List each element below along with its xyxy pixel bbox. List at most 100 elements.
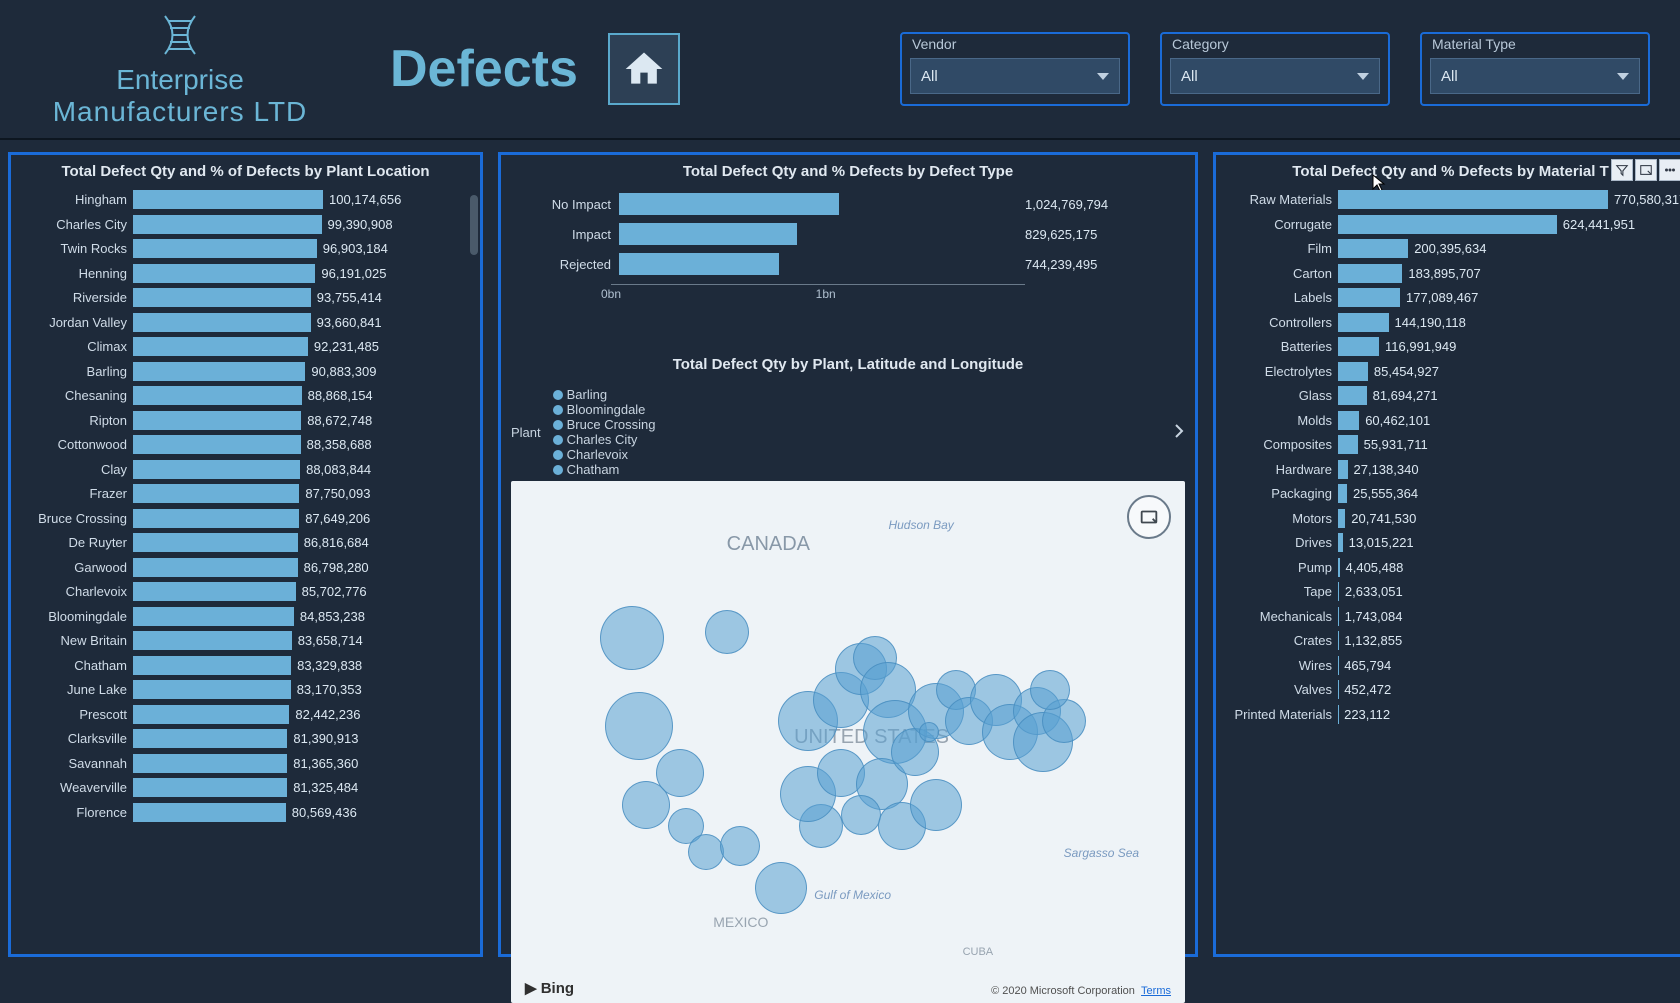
bar-value: 86,816,684	[304, 535, 369, 550]
bar-row[interactable]: Tape 2,633,051	[1224, 582, 1677, 601]
home-button[interactable]	[608, 33, 680, 105]
bar-row[interactable]: Corrugate 624,441,951	[1224, 215, 1677, 234]
plant-bars[interactable]: Hingham 100,174,656 Charles City 99,390,…	[11, 190, 480, 949]
bar-row[interactable]: Drives 13,015,221	[1224, 533, 1677, 552]
bar-row[interactable]: Florence 80,569,436	[19, 803, 472, 822]
map-canvas[interactable]: ▶ Bing © 2020 Microsoft Corporation Term…	[511, 481, 1185, 1003]
bar-row[interactable]: Twin Rocks 96,903,184	[19, 239, 472, 258]
bar-row[interactable]: Controllers 144,190,118	[1224, 313, 1677, 332]
bar-row[interactable]: Electrolytes 85,454,927	[1224, 362, 1677, 381]
legend-item[interactable]: Bruce Crossing	[553, 417, 656, 432]
map-label: Sargasso Sea	[1064, 846, 1139, 860]
map-bubble[interactable]	[841, 795, 881, 835]
bar-row[interactable]: Chesaning 88,868,154	[19, 386, 472, 405]
map-bubble[interactable]	[705, 610, 749, 654]
bar-row[interactable]: Batteries 116,991,949	[1224, 337, 1677, 356]
bar-row[interactable]: Molds 60,462,101	[1224, 411, 1677, 430]
legend-item[interactable]: Charles City	[553, 432, 656, 447]
bar-row[interactable]: Bloomingdale 84,853,238	[19, 607, 472, 626]
map-bubble[interactable]	[656, 749, 704, 797]
bar-row[interactable]: Jordan Valley 93,660,841	[19, 313, 472, 332]
bar-row[interactable]: Riverside 93,755,414	[19, 288, 472, 307]
bar-row[interactable]: No Impact 1,024,769,794	[521, 190, 1145, 218]
filter-select[interactable]: All	[1430, 58, 1640, 94]
defect-type-title: Total Defect Qty and % Defects by Defect…	[501, 155, 1195, 190]
bar-row[interactable]: Charlevoix 85,702,776	[19, 582, 472, 601]
bar-row[interactable]: Prescott 82,442,236	[19, 705, 472, 724]
terms-link[interactable]: Terms	[1141, 985, 1171, 997]
bar-rect	[1338, 411, 1359, 430]
bar-row[interactable]: Charles City 99,390,908	[19, 215, 472, 234]
bar-row[interactable]: Impact 829,625,175	[521, 220, 1145, 248]
bar-cell: 177,089,467	[1338, 288, 1677, 307]
bar-row[interactable]: Pump 4,405,488	[1224, 558, 1677, 577]
bar-row[interactable]: Printed Materials 223,112	[1224, 705, 1677, 724]
bar-row[interactable]: New Britain 83,658,714	[19, 631, 472, 650]
bar-row[interactable]: Clay 88,083,844	[19, 460, 472, 479]
bar-value: 88,868,154	[308, 388, 373, 403]
more-icon[interactable]	[1659, 159, 1680, 181]
focus-mode-icon[interactable]	[1635, 159, 1657, 181]
bar-row[interactable]: Clarksville 81,390,913	[19, 729, 472, 748]
bar-row[interactable]: Weaverville 81,325,484	[19, 778, 472, 797]
bar-row[interactable]: Barling 90,883,309	[19, 362, 472, 381]
bar-row[interactable]: Packaging 25,555,364	[1224, 484, 1677, 503]
map-focus-button[interactable]	[1127, 495, 1171, 539]
legend-item[interactable]: Barling	[553, 387, 656, 402]
bar-row[interactable]: Henning 96,191,025	[19, 264, 472, 283]
scrollbar-thumb[interactable]	[470, 195, 478, 255]
bar-value: 744,239,495	[1025, 257, 1145, 272]
legend-item[interactable]: Chatham	[553, 462, 656, 477]
legend-next-icon[interactable]	[1173, 424, 1185, 441]
bar-row[interactable]: Hingham 100,174,656	[19, 190, 472, 209]
filter-icon[interactable]	[1611, 159, 1633, 181]
map-bubble[interactable]	[910, 779, 962, 831]
bar-value: 81,325,484	[293, 780, 358, 795]
bar-label: Corrugate	[1224, 217, 1332, 232]
bar-row[interactable]: Valves 452,472	[1224, 680, 1677, 699]
bar-row[interactable]: Raw Materials 770,580,317	[1224, 190, 1677, 209]
bar-rect	[133, 778, 287, 797]
bar-row[interactable]: Motors 20,741,530	[1224, 509, 1677, 528]
bar-row[interactable]: Mechanicals 1,743,084	[1224, 607, 1677, 626]
bar-row[interactable]: Savannah 81,365,360	[19, 754, 472, 773]
bar-value: 183,895,707	[1408, 266, 1480, 281]
map-bubble[interactable]	[919, 722, 939, 742]
plant-chart-panel: Total Defect Qty and % of Defects by Pla…	[8, 152, 483, 957]
bar-label: Prescott	[19, 707, 127, 722]
map-bubble[interactable]	[688, 834, 724, 870]
panel-tools	[1611, 159, 1680, 181]
bar-row[interactable]: Hardware 27,138,340	[1224, 460, 1677, 479]
material-bars[interactable]: Raw Materials 770,580,317 Corrugate 624,…	[1216, 190, 1680, 949]
filter-select[interactable]: All	[910, 58, 1120, 94]
bar-row[interactable]: Ripton 88,672,748	[19, 411, 472, 430]
bar-row[interactable]: Glass 81,694,271	[1224, 386, 1677, 405]
bar-row[interactable]: Wires 465,794	[1224, 656, 1677, 675]
bar-label: Carton	[1224, 266, 1332, 281]
bar-value: 60,462,101	[1365, 413, 1430, 428]
bar-value: 27,138,340	[1354, 462, 1419, 477]
bar-row[interactable]: Chatham 83,329,838	[19, 656, 472, 675]
bar-row[interactable]: Crates 1,132,855	[1224, 631, 1677, 650]
defect-type-bars[interactable]: No Impact 1,024,769,794Impact 829,625,17…	[501, 190, 1195, 278]
bar-row[interactable]: June Lake 83,170,353	[19, 680, 472, 699]
bar-row[interactable]: Carton 183,895,707	[1224, 264, 1677, 283]
bar-row[interactable]: Bruce Crossing 87,649,206	[19, 509, 472, 528]
bar-row[interactable]: Rejected 744,239,495	[521, 250, 1145, 278]
bar-row[interactable]: Film 200,395,634	[1224, 239, 1677, 258]
legend-item[interactable]: Bloomingdale	[553, 402, 656, 417]
bar-row[interactable]: Climax 92,231,485	[19, 337, 472, 356]
bar-row[interactable]: Frazer 87,750,093	[19, 484, 472, 503]
filter-select[interactable]: All	[1170, 58, 1380, 94]
bar-row[interactable]: Composites 55,931,711	[1224, 435, 1677, 454]
bar-row[interactable]: Garwood 86,798,280	[19, 558, 472, 577]
map-bubble[interactable]	[1030, 670, 1070, 710]
map-bubble[interactable]	[720, 826, 760, 866]
map-bubble[interactable]	[605, 692, 673, 760]
bar-row[interactable]: Cottonwood 88,358,688	[19, 435, 472, 454]
bar-row[interactable]: Labels 177,089,467	[1224, 288, 1677, 307]
map-bubble[interactable]	[755, 862, 807, 914]
map-bubble[interactable]	[600, 606, 664, 670]
legend-item[interactable]: Charlevoix	[553, 447, 656, 462]
bar-row[interactable]: De Ruyter 86,816,684	[19, 533, 472, 552]
